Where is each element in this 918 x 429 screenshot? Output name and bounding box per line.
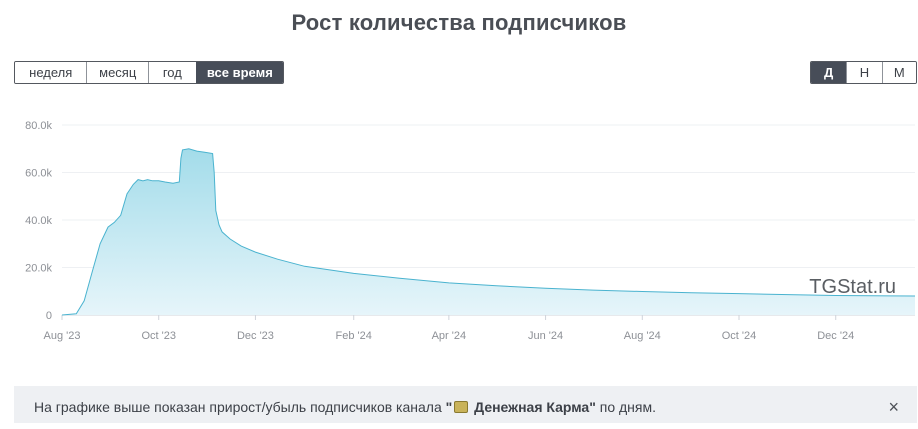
y-tick-label: 0 — [46, 310, 52, 322]
x-tick-label: Aug '23 — [44, 330, 81, 342]
range-week-button[interactable]: неделя — [15, 62, 87, 83]
x-tick-label: Dec '24 — [817, 330, 854, 342]
y-tick-label: 80.0k — [25, 120, 52, 132]
notice-suffix: по дням. — [595, 399, 657, 415]
y-tick-label: 40.0k — [25, 215, 52, 227]
y-tick-label: 20.0k — [25, 263, 52, 275]
x-tick-label: Oct '23 — [141, 330, 176, 342]
x-tick-label: Apr '24 — [432, 330, 467, 342]
granularity-month-button[interactable]: М — [881, 62, 916, 83]
close-icon[interactable]: × — [888, 397, 899, 417]
subscriber-area — [62, 148, 915, 315]
info-notice: На графике выше показан прирост/убыль по… — [14, 386, 917, 423]
granularity-day-button[interactable]: Д — [811, 62, 847, 83]
notice-quote-close: " — [589, 399, 596, 415]
x-axis: Aug '23 Oct '23 Dec '23 Feb '24 Apr '24 Jun '… — [44, 315, 854, 342]
y-axis: 0 20.0k 40.0k 60.0k 80.0k — [25, 120, 52, 322]
x-tick-label: Aug '24 — [624, 330, 661, 342]
granularity-selector: Д Н М — [810, 61, 917, 84]
range-year-button[interactable]: год — [148, 62, 196, 83]
x-tick-label: Jun '24 — [528, 330, 563, 342]
granularity-week-button[interactable]: Н — [846, 62, 882, 83]
y-tick-label: 60.0k — [25, 168, 52, 180]
watermark: TGStat.ru — [809, 276, 896, 298]
chart-title: Рост количества подписчиков — [291, 10, 627, 35]
notice-channel-name: Денежная Карма — [474, 399, 590, 415]
x-tick-label: Oct '24 — [722, 330, 757, 342]
notice-quote-open: " — [445, 399, 453, 415]
x-tick-label: Dec '23 — [237, 330, 274, 342]
subscriber-chart: 0 20.0k 40.0k 60.0k 80.0k Aug '23 Oct '23 Dec … — [25, 120, 916, 342]
x-tick-label: Feb '24 — [336, 330, 372, 342]
range-month-button[interactable]: месяц — [86, 62, 148, 83]
range-all-time-button[interactable]: все время — [195, 62, 283, 83]
time-range-selector: неделя месяц год все время — [14, 61, 284, 84]
subscriber-line — [61, 148, 916, 316]
notice-prefix: На графике выше показан прирост/убыль по… — [34, 399, 446, 415]
money-emoji-icon — [454, 401, 469, 413]
